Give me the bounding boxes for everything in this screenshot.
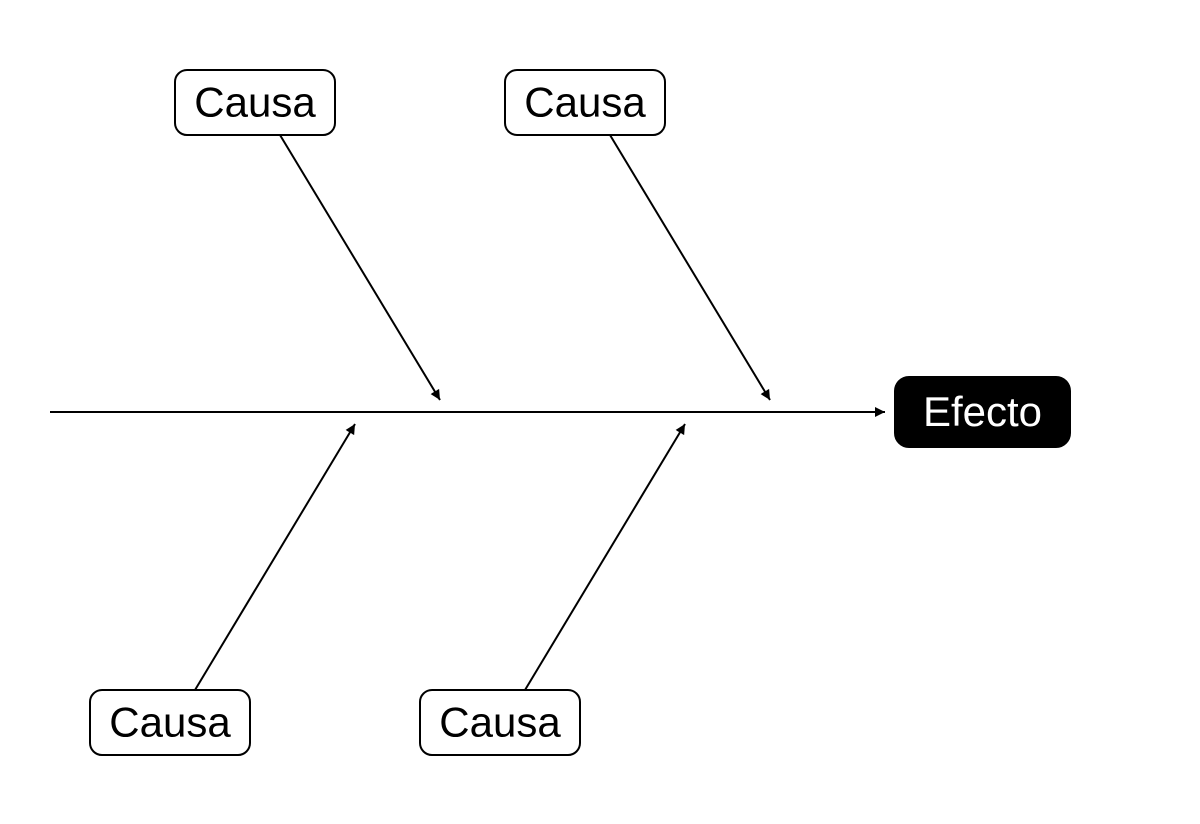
cause-label: Causa (109, 699, 231, 746)
cause-label: Causa (524, 79, 646, 126)
bone-bottom-left (195, 424, 355, 690)
cause-label: Causa (194, 79, 316, 126)
effect-label: Efecto (923, 388, 1042, 435)
cause-node-top-right: Causa (505, 70, 665, 135)
bone-top-left (280, 135, 440, 400)
cause-node-bottom-right: Causa (420, 690, 580, 755)
cause-label: Causa (439, 699, 561, 746)
effect-node: Efecto (895, 377, 1070, 447)
fishbone-diagram: Causa Causa Causa Causa Efecto (0, 0, 1200, 824)
bone-bottom-right (525, 424, 685, 690)
cause-node-bottom-left: Causa (90, 690, 250, 755)
cause-node-top-left: Causa (175, 70, 335, 135)
bone-top-right (610, 135, 770, 400)
